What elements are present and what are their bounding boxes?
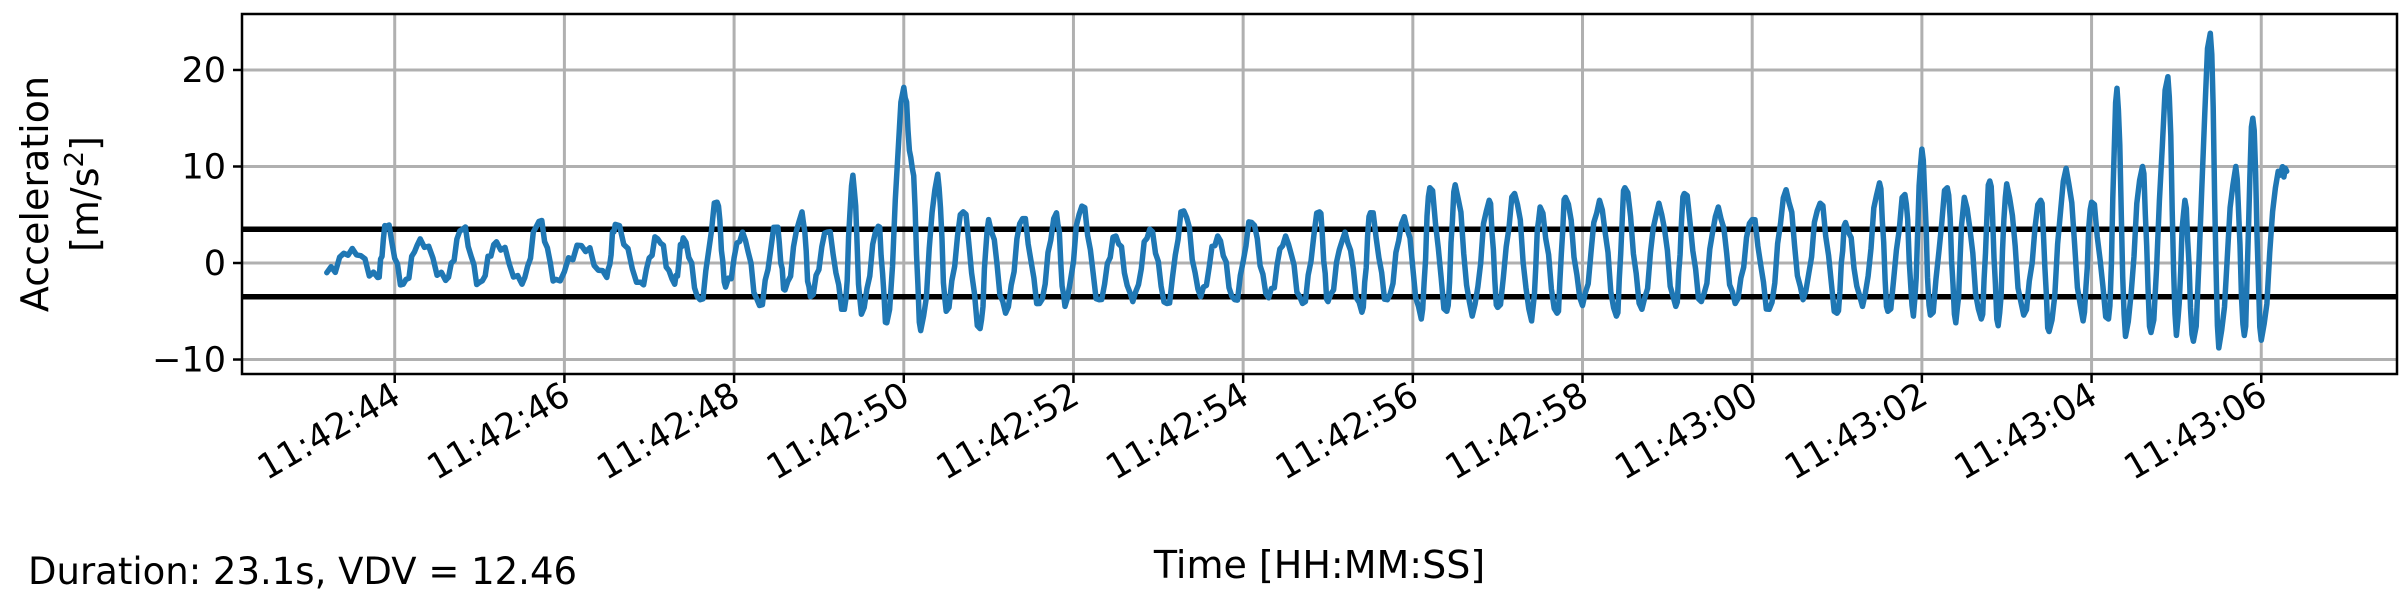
y-tick-label: 10 — [181, 147, 226, 187]
y-tick-label: 0 — [204, 244, 226, 284]
acceleration-series-line — [324, 30, 2290, 351]
x-tick-label: 11:43:04 — [1948, 375, 2104, 488]
x-tick-label: 11:42:58 — [1439, 375, 1595, 488]
x-tick-label: 11:42:46 — [421, 375, 577, 488]
x-tick-label: 11:42:44 — [251, 375, 407, 488]
y-tick-label: −10 — [152, 341, 226, 381]
x-tick-label: 11:42:54 — [1099, 375, 1255, 488]
x-tick-label: 11:42:52 — [930, 375, 1086, 488]
x-tick-label: 11:43:00 — [1609, 375, 1765, 488]
grid — [242, 14, 2397, 374]
axes: 11:42:44 11:42:46 11:42:48 11:42:50 11:42:52… — [152, 51, 2274, 488]
duration-summary: Duration: 23.1s, VDV = 12.46 — [28, 550, 578, 593]
x-tick-label: 11:42:48 — [590, 375, 746, 488]
y-axis-label-text: Acceleration — [13, 76, 57, 312]
x-tick-label: 11:43:06 — [2118, 375, 2274, 488]
x-tick-label: 11:42:50 — [760, 375, 916, 488]
series-layer — [324, 30, 2290, 351]
y-axis-unit-text: [m/s2] — [60, 136, 107, 252]
y-tick-label: 20 — [181, 51, 226, 91]
plot-frame — [240, 12, 2399, 376]
x-tick-label: 11:43:02 — [1778, 375, 1934, 488]
y-axis-label: Acceleration [m/s2] — [13, 76, 107, 312]
x-axis-label: Time [HH:MM:SS] — [1153, 543, 1485, 587]
x-tick-label: 11:42:56 — [1269, 375, 1425, 488]
